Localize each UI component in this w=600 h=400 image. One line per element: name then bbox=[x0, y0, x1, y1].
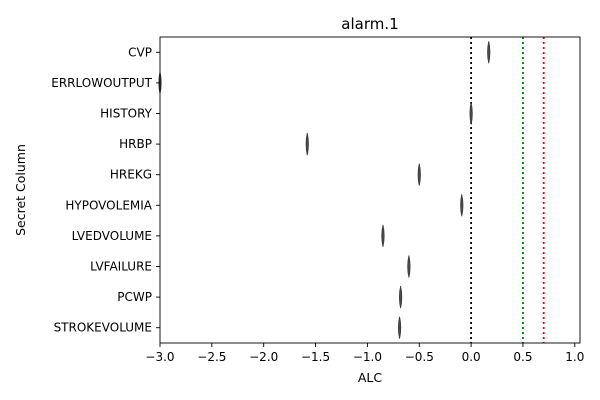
y-tick-label: ERRLOWOUTPUT bbox=[51, 76, 152, 90]
y-tick-label: CVP bbox=[128, 45, 152, 59]
x-tick-label: −3.0 bbox=[145, 350, 174, 364]
x-tick-label: −2.0 bbox=[249, 350, 278, 364]
x-tick-label: 1.0 bbox=[565, 350, 584, 364]
x-tick-label: −1.0 bbox=[353, 350, 382, 364]
y-tick-label: LVFAILURE bbox=[90, 260, 152, 274]
x-axis-title: ALC bbox=[358, 370, 383, 385]
x-tick-label: −0.5 bbox=[405, 350, 434, 364]
x-tick-label: 0.0 bbox=[462, 350, 481, 364]
y-tick-label: STROKEVOLUME bbox=[54, 321, 152, 335]
y-tick-label: LVEDVOLUME bbox=[72, 229, 152, 243]
y-axis-title: Secret Column bbox=[13, 144, 28, 236]
violin-history bbox=[469, 102, 473, 125]
violin-cvp bbox=[487, 41, 491, 64]
x-tick-label: −1.5 bbox=[301, 350, 330, 364]
y-tick-label: PCWP bbox=[117, 290, 152, 304]
x-tick-label: 0.5 bbox=[513, 350, 532, 364]
y-tick-label: HREKG bbox=[110, 168, 152, 182]
violin-hrbp bbox=[305, 133, 309, 156]
violin-lvedvolume bbox=[381, 224, 385, 247]
violin-pcwp bbox=[398, 286, 403, 309]
y-tick-label: HRBP bbox=[119, 137, 152, 151]
violin-strokevolume bbox=[397, 316, 402, 339]
violin-hrekg bbox=[417, 163, 421, 186]
violin-hypovolemia bbox=[460, 194, 464, 217]
chart-title: alarm.1 bbox=[341, 15, 398, 33]
x-tick-label: −2.5 bbox=[197, 350, 226, 364]
y-tick-label: HISTORY bbox=[100, 107, 153, 121]
plot-area: −3.0 −2.5 −2.0 −1.5 −1.0 −0.5 0.0 0.5 1.0 CVP ERRL… bbox=[51, 36, 584, 364]
violin-lvfailure bbox=[407, 255, 411, 278]
plot-frame bbox=[159, 36, 581, 344]
y-tick-label: HYPOVOLEMIA bbox=[65, 198, 152, 212]
